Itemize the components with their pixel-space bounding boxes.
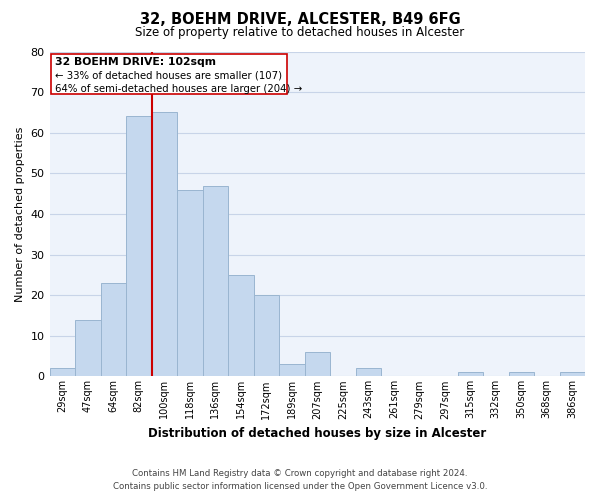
Bar (279, 364, 305, 376)
Bar (228, 275, 254, 376)
Bar (560, 372, 585, 376)
Bar (152, 112, 177, 376)
Text: Contains HM Land Registry data © Crown copyright and database right 2024.
Contai: Contains HM Land Registry data © Crown c… (113, 469, 487, 491)
Text: 32 BOEHM DRIVE: 102sqm: 32 BOEHM DRIVE: 102sqm (55, 57, 215, 67)
Text: ← 33% of detached houses are smaller (107): ← 33% of detached houses are smaller (10… (55, 70, 282, 81)
Bar (75, 320, 101, 376)
Bar (126, 116, 152, 376)
Y-axis label: Number of detached properties: Number of detached properties (15, 126, 25, 302)
Bar (50, 368, 75, 376)
Bar (203, 186, 228, 376)
Bar (458, 372, 483, 376)
Text: 64% of semi-detached houses are larger (204) →: 64% of semi-detached houses are larger (… (55, 84, 302, 94)
Bar (51, 54, 287, 94)
Bar (177, 190, 203, 376)
Bar (305, 352, 330, 376)
Bar (356, 368, 381, 376)
Bar (101, 283, 126, 376)
X-axis label: Distribution of detached houses by size in Alcester: Distribution of detached houses by size … (148, 427, 487, 440)
Bar (254, 295, 279, 376)
Text: Size of property relative to detached houses in Alcester: Size of property relative to detached ho… (136, 26, 464, 39)
Text: 32, BOEHM DRIVE, ALCESTER, B49 6FG: 32, BOEHM DRIVE, ALCESTER, B49 6FG (140, 12, 460, 28)
Bar (509, 372, 534, 376)
